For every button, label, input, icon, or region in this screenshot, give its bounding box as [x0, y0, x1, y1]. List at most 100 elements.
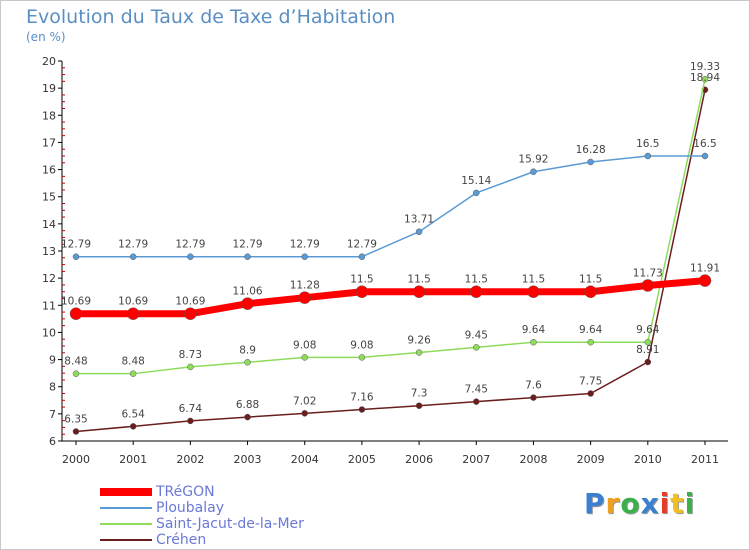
data-label: 6.74 — [179, 403, 203, 415]
y-tick-label: 9 — [49, 354, 56, 367]
chart-subtitle: (en %) — [26, 30, 66, 44]
data-label: 16.5 — [636, 138, 659, 150]
x-tick-label: 2006 — [405, 453, 433, 466]
series-line — [76, 155, 705, 258]
data-label: 11.91 — [690, 263, 720, 275]
data-label: 12.79 — [233, 239, 263, 251]
data-label: 12.79 — [290, 239, 320, 251]
series-line — [76, 79, 706, 375]
legend-item-crehen: Créhen — [100, 532, 304, 548]
data-label: 15.14 — [461, 175, 491, 187]
data-point — [644, 358, 652, 366]
y-tick-label: 13 — [42, 245, 56, 258]
series-line — [76, 277, 706, 318]
data-label: 7.6 — [525, 380, 542, 392]
data-label: 8.48 — [121, 356, 144, 368]
data-point — [587, 390, 594, 397]
data-label: 7.16 — [350, 392, 374, 404]
data-label: 11.5 — [350, 274, 373, 286]
data-label: 11.5 — [407, 274, 430, 286]
data-label: 9.08 — [293, 339, 316, 351]
x-tick-label: 2004 — [291, 453, 319, 466]
data-point — [129, 253, 137, 260]
data-label: 10.69 — [61, 296, 91, 308]
data-point — [587, 338, 594, 346]
y-tick-label: 20 — [42, 55, 56, 68]
data-label: 8.9 — [239, 344, 256, 356]
data-label: 8.48 — [64, 356, 87, 368]
logo-letter: x — [640, 487, 660, 520]
data-point — [129, 370, 137, 377]
logo-letter: o — [620, 487, 641, 520]
y-tick-label: 10 — [42, 326, 56, 339]
y-tick-label: 19 — [42, 82, 56, 95]
legend-swatch-crehen — [100, 539, 152, 541]
data-point — [244, 253, 251, 260]
data-point — [530, 168, 537, 175]
data-point — [129, 423, 137, 430]
data-point — [701, 152, 709, 160]
data-point — [415, 228, 423, 235]
proxiti-logo: Proxiti — [584, 487, 695, 520]
logo-letter: i — [659, 487, 671, 520]
data-point — [355, 285, 369, 298]
data-point — [187, 417, 194, 425]
data-point — [244, 413, 251, 421]
data-point — [530, 394, 537, 401]
data-label: 15.92 — [518, 154, 548, 166]
data-point — [415, 349, 423, 356]
y-tick-label: 6 — [49, 435, 56, 448]
data-point — [587, 158, 594, 166]
data-point — [187, 253, 194, 260]
data-point — [69, 307, 83, 320]
data-point — [584, 285, 597, 298]
data-point — [412, 285, 426, 298]
data-point — [72, 370, 80, 377]
data-label: 7.45 — [465, 384, 488, 396]
logo-letter: t — [670, 487, 685, 520]
data-point — [301, 253, 308, 260]
data-label: 18.94 — [690, 72, 720, 84]
x-tick-label: 2011 — [691, 453, 719, 466]
legend-item-ploubalay: Ploubalay — [100, 500, 304, 516]
x-tick-label: 2008 — [519, 453, 547, 466]
legend-item-saint-jacut: Saint-Jacut-de-la-Mer — [100, 516, 304, 532]
data-label: 9.64 — [522, 324, 546, 336]
legend-label-ploubalay: Ploubalay — [156, 500, 224, 516]
data-point — [72, 253, 80, 260]
x-tick-label: 2000 — [62, 453, 90, 466]
data-point — [473, 189, 480, 197]
data-label: 6.88 — [236, 399, 259, 411]
data-point — [527, 285, 540, 298]
y-tick-label: 14 — [42, 218, 56, 231]
y-tick-label: 7 — [49, 408, 56, 421]
data-point — [298, 291, 311, 304]
legend-label-crehen: Créhen — [156, 532, 207, 548]
data-label: 9.08 — [350, 339, 373, 351]
data-label: 9.64 — [579, 324, 603, 336]
data-label: 16.5 — [693, 138, 716, 150]
data-point — [644, 152, 652, 160]
data-point — [244, 359, 251, 366]
data-point — [241, 297, 254, 310]
data-label: 7.75 — [579, 376, 602, 388]
data-point — [187, 363, 194, 371]
series-line — [75, 89, 706, 433]
data-point — [301, 410, 308, 417]
data-label: 6.54 — [121, 408, 145, 420]
data-point — [72, 428, 80, 435]
x-tick-label: 2005 — [348, 453, 376, 466]
data-label: 12.79 — [61, 239, 91, 251]
data-point — [184, 307, 197, 320]
y-tick-label: 15 — [42, 191, 56, 204]
y-tick-label: 16 — [42, 164, 56, 177]
data-label: 11.28 — [290, 280, 320, 292]
x-tick-label: 2007 — [462, 453, 490, 466]
x-tick-label: 2002 — [176, 453, 204, 466]
data-label: 11.06 — [233, 286, 263, 298]
data-point — [126, 307, 140, 320]
data-label: 16.28 — [576, 144, 606, 156]
data-point — [698, 274, 712, 287]
y-tick-label: 12 — [42, 272, 56, 285]
